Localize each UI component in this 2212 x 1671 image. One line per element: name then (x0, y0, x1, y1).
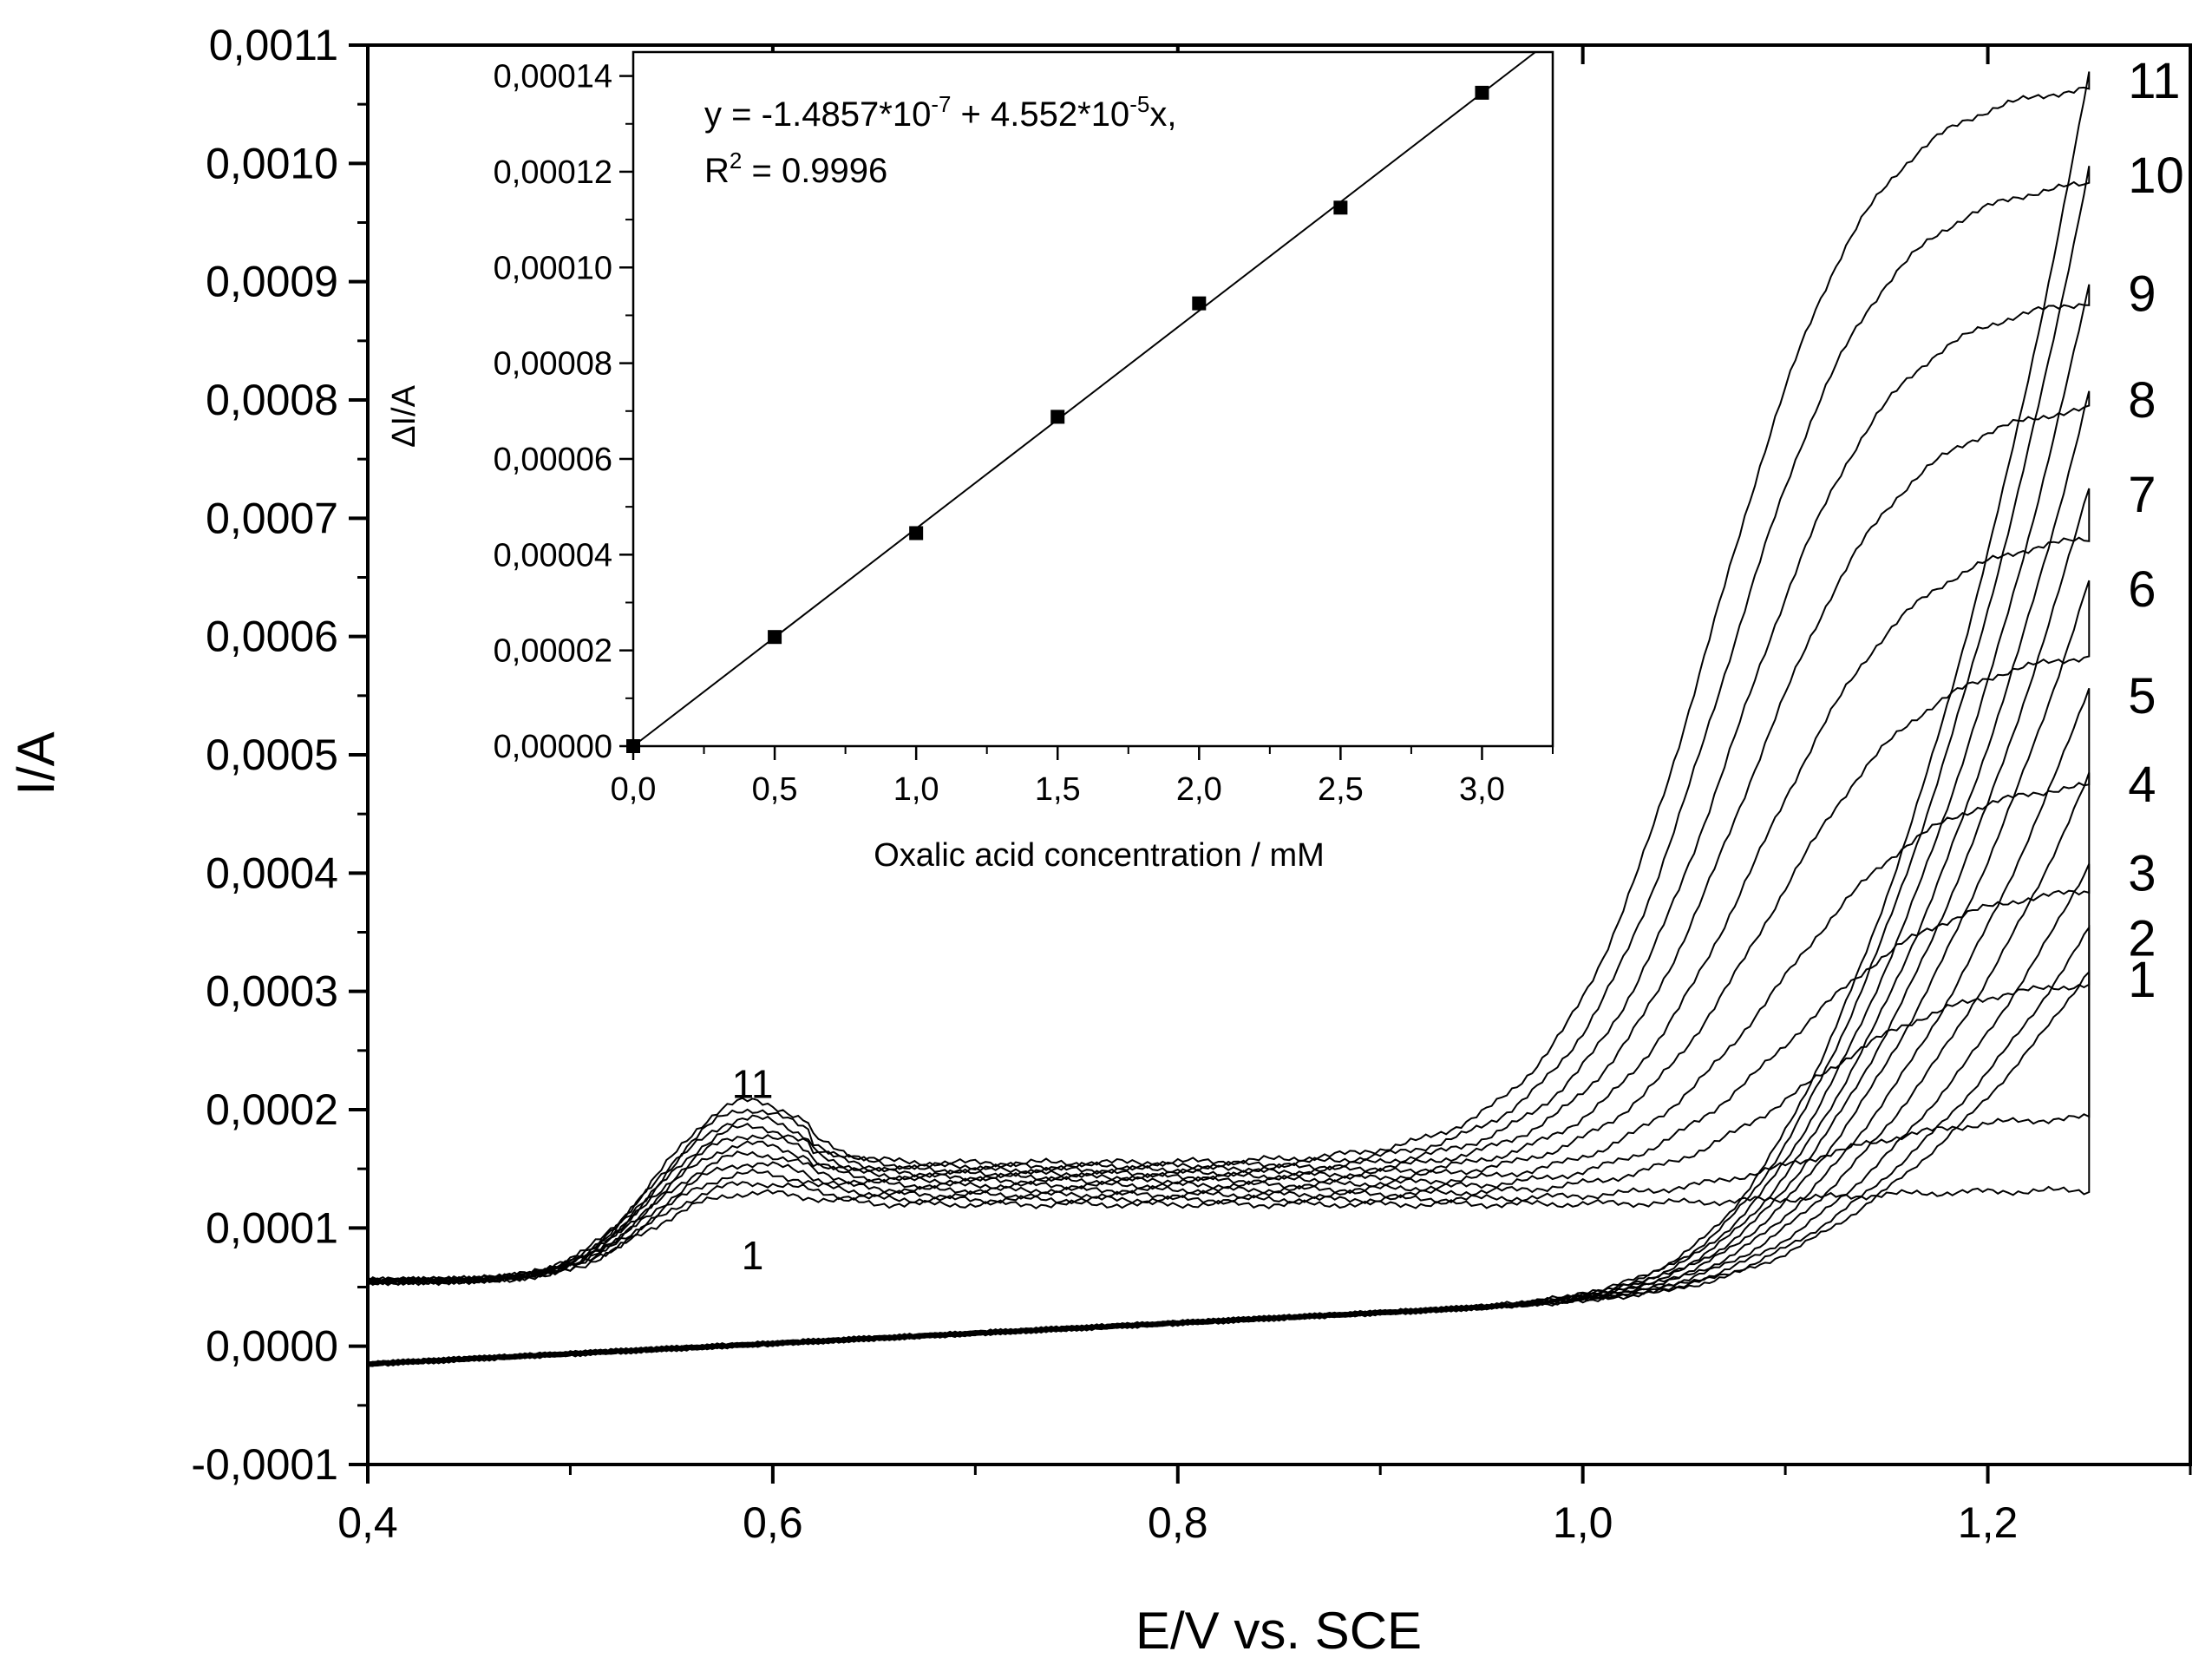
inset-point-5 (1333, 200, 1347, 214)
inset-y-ticks: 0,00000 0,00002 0,00004 0,00006 0,00008 0,000… (494, 59, 633, 765)
inset-point-2 (909, 526, 923, 540)
curve-1 (368, 972, 2089, 1364)
main-y-tick-label-4: 0,0003 (206, 967, 338, 1016)
peak-annotation-11-0: 11 (732, 1061, 774, 1106)
chart-figure: 0,4 0,6 0,8 1,0 1,2 -0,0001 0,0000 0,0001 0,000… (0, 0, 2212, 1671)
main-y-tick-label-12: 0,0011 (209, 21, 338, 69)
figure-svg: 0,4 0,6 0,8 1,0 1,2 -0,0001 0,0000 0,0001 0,000… (0, 0, 2212, 1671)
inset-y-tick-label-7: 0,00014 (494, 59, 612, 95)
inset-point-4 (1192, 297, 1206, 311)
inset-y-tick-label-6: 0,00012 (494, 154, 612, 191)
inset-y-tick-label-1: 0,00002 (494, 633, 612, 670)
curve-label-10: 10 (2128, 147, 2184, 204)
curve-label-9: 9 (2128, 265, 2156, 322)
eq-r-value: = 0.9996 (742, 152, 887, 190)
main-y-ticks: -0,0001 0,0000 0,0001 0,0002 0,0003 0,0004 0,0… (191, 21, 368, 1489)
main-y-tick-label-0: -0,0001 (191, 1440, 338, 1489)
curve-label-4: 4 (2128, 757, 2156, 813)
curve-label-11: 11 (2128, 53, 2180, 109)
curve-label-2: 2 (2128, 910, 2156, 967)
curve-label-7: 7 (2128, 467, 2156, 523)
main-y-tick-label-2: 0,0001 (206, 1203, 338, 1252)
eq-part-x: x, (1149, 95, 1176, 134)
main-y-tick-label-3: 0,0002 (206, 1085, 338, 1134)
inset-point-0 (626, 739, 640, 753)
inset-y-tick-label-2: 0,00004 (494, 537, 612, 573)
inset-x-ticks: 0,0 0,5 1,0 1,5 2,0 2,5 3,0 (611, 746, 1553, 808)
inset-point-3 (1050, 410, 1064, 423)
inset-x-tick-label-5: 2,5 (1318, 771, 1364, 808)
eq-exp-slope: -5 (1129, 91, 1149, 117)
main-y-tick-label-10: 0,0009 (206, 258, 338, 306)
inset-point-1 (768, 630, 782, 644)
inset-x-tick-label-2: 1,0 (893, 771, 939, 808)
curve-label-6: 6 (2128, 561, 2156, 618)
main-y-tick-label-11: 0,0010 (206, 139, 338, 187)
main-y-tick-label-1: 0,0000 (206, 1322, 338, 1371)
curve-label-3: 3 (2128, 845, 2156, 901)
main-x-tick-label-2: 0,8 (1148, 1498, 1208, 1547)
main-y-tick-label-7: 0,0006 (206, 613, 338, 661)
inset-x-tick-label-1: 0,5 (752, 771, 798, 808)
main-x-axis-title: E/V vs. SCE (1135, 1602, 1422, 1660)
inset-x-tick-label-0: 0,0 (611, 771, 657, 808)
inset-x-axis-title: Oxalic acid concentration / mM (874, 837, 1325, 874)
inset-x-tick-label-3: 1,5 (1035, 771, 1081, 808)
main-y-tick-label-8: 0,0007 (206, 494, 338, 542)
inset-y-tick-label-5: 0,00010 (494, 250, 612, 286)
main-y-tick-label-9: 0,0008 (206, 376, 338, 424)
main-y-tick-label-5: 0,0004 (206, 849, 338, 897)
main-x-tick-label-4: 1,2 (1958, 1498, 2019, 1547)
eq-part-slope: + 4.552*10 (951, 95, 1129, 134)
inset-x-tick-label-4: 2,0 (1176, 771, 1222, 808)
curve-label-5: 5 (2128, 668, 2156, 724)
main-y-axis-title: I/A (7, 731, 65, 795)
eq-r-exp: 2 (730, 147, 742, 174)
inset-y-axis-title: ΔI/A (386, 384, 422, 447)
main-x-tick-label-3: 1,0 (1553, 1498, 1613, 1547)
eq-exp-intercept: -7 (931, 91, 951, 117)
inset-point-6 (1475, 86, 1489, 100)
main-x-tick-label-1: 0,6 (743, 1498, 803, 1547)
inset-x-tick-label-6: 3,0 (1459, 771, 1505, 808)
inset-y-tick-label-3: 0,00006 (494, 442, 612, 478)
inset-y-tick-label-0: 0,00000 (494, 729, 612, 765)
curve-3 (368, 864, 2089, 1365)
eq-r: R (704, 152, 730, 190)
curve-label-8: 8 (2128, 372, 2156, 429)
main-x-tick-label-0: 0,4 (337, 1498, 398, 1547)
inset-y-tick-label-4: 0,00008 (494, 346, 612, 383)
peak-annotation-1-1: 1 (742, 1233, 764, 1278)
main-y-tick-label-6: 0,0005 (206, 731, 338, 779)
eq-part-intercept: y = -1.4857*10 (704, 95, 931, 134)
inset-plot: 0,0 0,5 1,0 1,5 2,0 2,5 3,0 0,000000,000020,00… (386, 52, 1553, 874)
